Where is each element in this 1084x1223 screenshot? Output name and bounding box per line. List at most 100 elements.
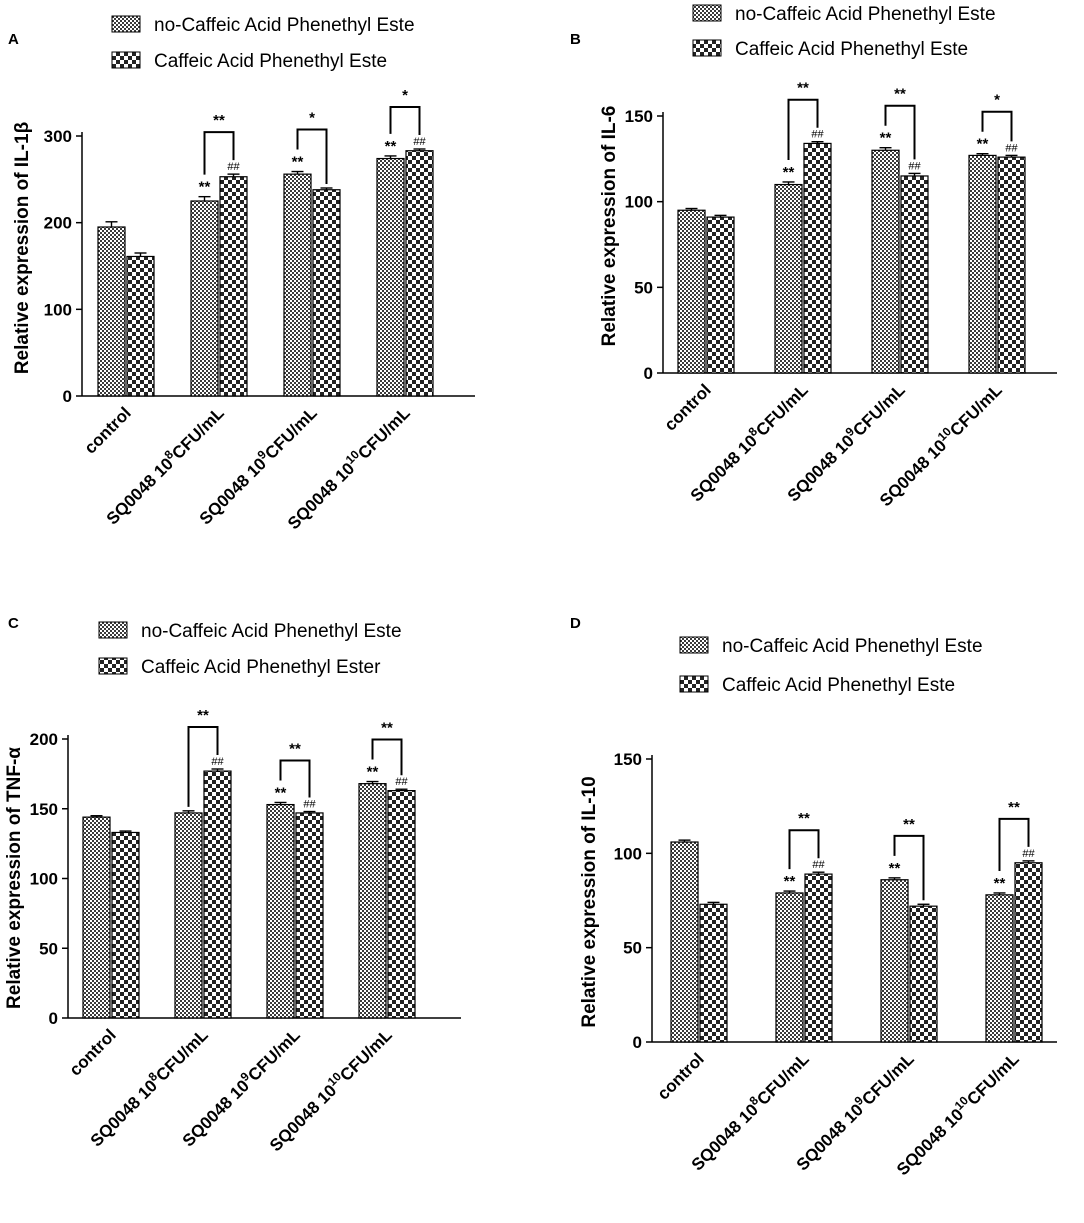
category-name: SQ0048 10 — [196, 454, 270, 528]
bar-no-cape-4 — [376, 157, 405, 397]
bar-no-cape-4 — [358, 783, 387, 1019]
comparison-bracket — [981, 110, 1013, 142]
category-unit: CFU/mL — [963, 1049, 1023, 1109]
legend-swatch-2 — [111, 51, 141, 69]
comparison-bracket — [788, 829, 820, 870]
y-axis-label: Relative expression of IL-6 — [599, 106, 620, 347]
category-name: SQ0048 10 — [266, 1081, 340, 1155]
category-name: control — [81, 403, 135, 457]
category-unit: CFU/mL — [858, 1049, 918, 1109]
bar-cape-3 — [900, 175, 929, 374]
category-name: control — [654, 1049, 708, 1103]
bracket-significance: * — [402, 87, 408, 104]
legend-swatch-1 — [98, 621, 128, 639]
bracket-significance: ** — [213, 112, 225, 129]
bar-cape-3 — [295, 812, 324, 1019]
bar-cape-4 — [405, 150, 434, 397]
comparison-bracket — [279, 759, 311, 798]
y-tick-label: 150 — [625, 107, 653, 126]
y-tick-label: 0 — [644, 364, 653, 383]
y-axis-label: Relative expression of IL-1β — [12, 122, 33, 374]
bar-cape-4 — [387, 790, 416, 1019]
comparison-bracket — [296, 128, 328, 184]
bar-no-cape-3 — [266, 803, 295, 1019]
bar-no-cape-1 — [670, 841, 699, 1043]
hash-marker: ## — [811, 129, 824, 141]
hash-marker: ## — [303, 799, 316, 811]
y-tick-label: 50 — [634, 278, 653, 297]
category-name: control — [661, 380, 715, 434]
legend-label-1: no-Caffeic Acid Phenethyl Este — [141, 621, 402, 642]
bar-cape-3 — [312, 189, 341, 397]
bar-no-cape-2 — [190, 200, 219, 397]
category-name: SQ0048 10 — [784, 431, 858, 505]
legend-swatch-1 — [111, 15, 141, 33]
bar-cape-1 — [699, 903, 728, 1043]
y-tick-label: 150 — [30, 800, 58, 819]
panel-letter: B — [570, 31, 581, 48]
bar-no-cape-1 — [82, 816, 111, 1019]
bar-no-cape-1 — [677, 209, 706, 374]
category-unit: CFU/mL — [849, 380, 909, 440]
x-tick-label: control — [654, 1049, 708, 1103]
significance-marker: ** — [292, 154, 304, 171]
panel-d: Dno-Caffeic Acid Phenethyl Este Caffeic A… — [570, 615, 1057, 1179]
bar-cape-3 — [909, 905, 938, 1043]
y-tick-label: 50 — [39, 939, 58, 958]
panel-letter: A — [8, 31, 19, 48]
x-tick-label: control — [66, 1025, 120, 1079]
bar-no-cape-1 — [97, 226, 126, 397]
bar-cape-2 — [804, 873, 833, 1043]
hash-marker: ## — [1022, 848, 1035, 860]
category-name: SQ0048 10 — [893, 1105, 967, 1179]
significance-marker: ** — [367, 764, 379, 781]
y-axis-label: Relative expression of TNF-α — [4, 747, 25, 1009]
category-name: SQ0048 10 — [793, 1100, 867, 1174]
hash-marker: ## — [227, 161, 240, 173]
bar-no-cape-2 — [774, 183, 803, 374]
hash-marker: ## — [812, 859, 825, 871]
legend-swatch-1 — [692, 4, 722, 22]
bar-cape-2 — [803, 142, 832, 374]
comparison-bracket — [787, 98, 819, 160]
category-name: SQ0048 10 — [87, 1076, 161, 1150]
category-name: control — [66, 1025, 120, 1079]
category-unit: CFU/mL — [261, 403, 321, 463]
y-tick-label: 300 — [44, 127, 72, 146]
hash-marker: ## — [395, 776, 408, 788]
legend-swatch-2 — [98, 657, 128, 675]
bar-cape-1 — [111, 831, 140, 1019]
comparison-bracket — [187, 725, 219, 807]
bracket-significance: ** — [289, 740, 301, 757]
bracket-significance: ** — [903, 816, 915, 833]
bar-cape-4 — [997, 156, 1026, 374]
legend-label-1: no-Caffeic Acid Phenethyl Este — [722, 636, 983, 657]
hash-marker: ## — [413, 136, 426, 148]
bracket-significance: * — [994, 92, 1000, 109]
category-unit: CFU/mL — [336, 1025, 396, 1085]
significance-marker: ** — [784, 873, 796, 890]
y-tick-label: 0 — [49, 1009, 58, 1028]
legend-label-2: Caffeic Acid Phenethyl Este — [722, 675, 955, 696]
significance-marker: ** — [994, 875, 1006, 892]
y-tick-label: 100 — [44, 300, 72, 319]
bar-cape-2 — [203, 770, 232, 1019]
category-unit: CFU/mL — [152, 1025, 212, 1085]
legend-label-2: Caffeic Acid Phenethyl Este — [735, 39, 968, 60]
y-tick-label: 50 — [623, 939, 642, 958]
y-tick-label: 150 — [614, 750, 642, 769]
x-tick-label: control — [81, 403, 135, 457]
bar-no-cape-4 — [968, 154, 997, 374]
y-tick-label: 0 — [63, 387, 72, 406]
y-tick-label: 0 — [633, 1033, 642, 1052]
significance-marker: ** — [880, 130, 892, 147]
bar-cape-2 — [219, 176, 248, 397]
category-name: SQ0048 10 — [179, 1076, 253, 1150]
hash-marker: ## — [1005, 142, 1018, 154]
y-tick-label: 100 — [30, 870, 58, 889]
y-tick-label: 200 — [44, 214, 72, 233]
bracket-significance: ** — [894, 86, 906, 103]
comparison-bracket — [893, 834, 925, 901]
category-unit: CFU/mL — [753, 1049, 813, 1109]
